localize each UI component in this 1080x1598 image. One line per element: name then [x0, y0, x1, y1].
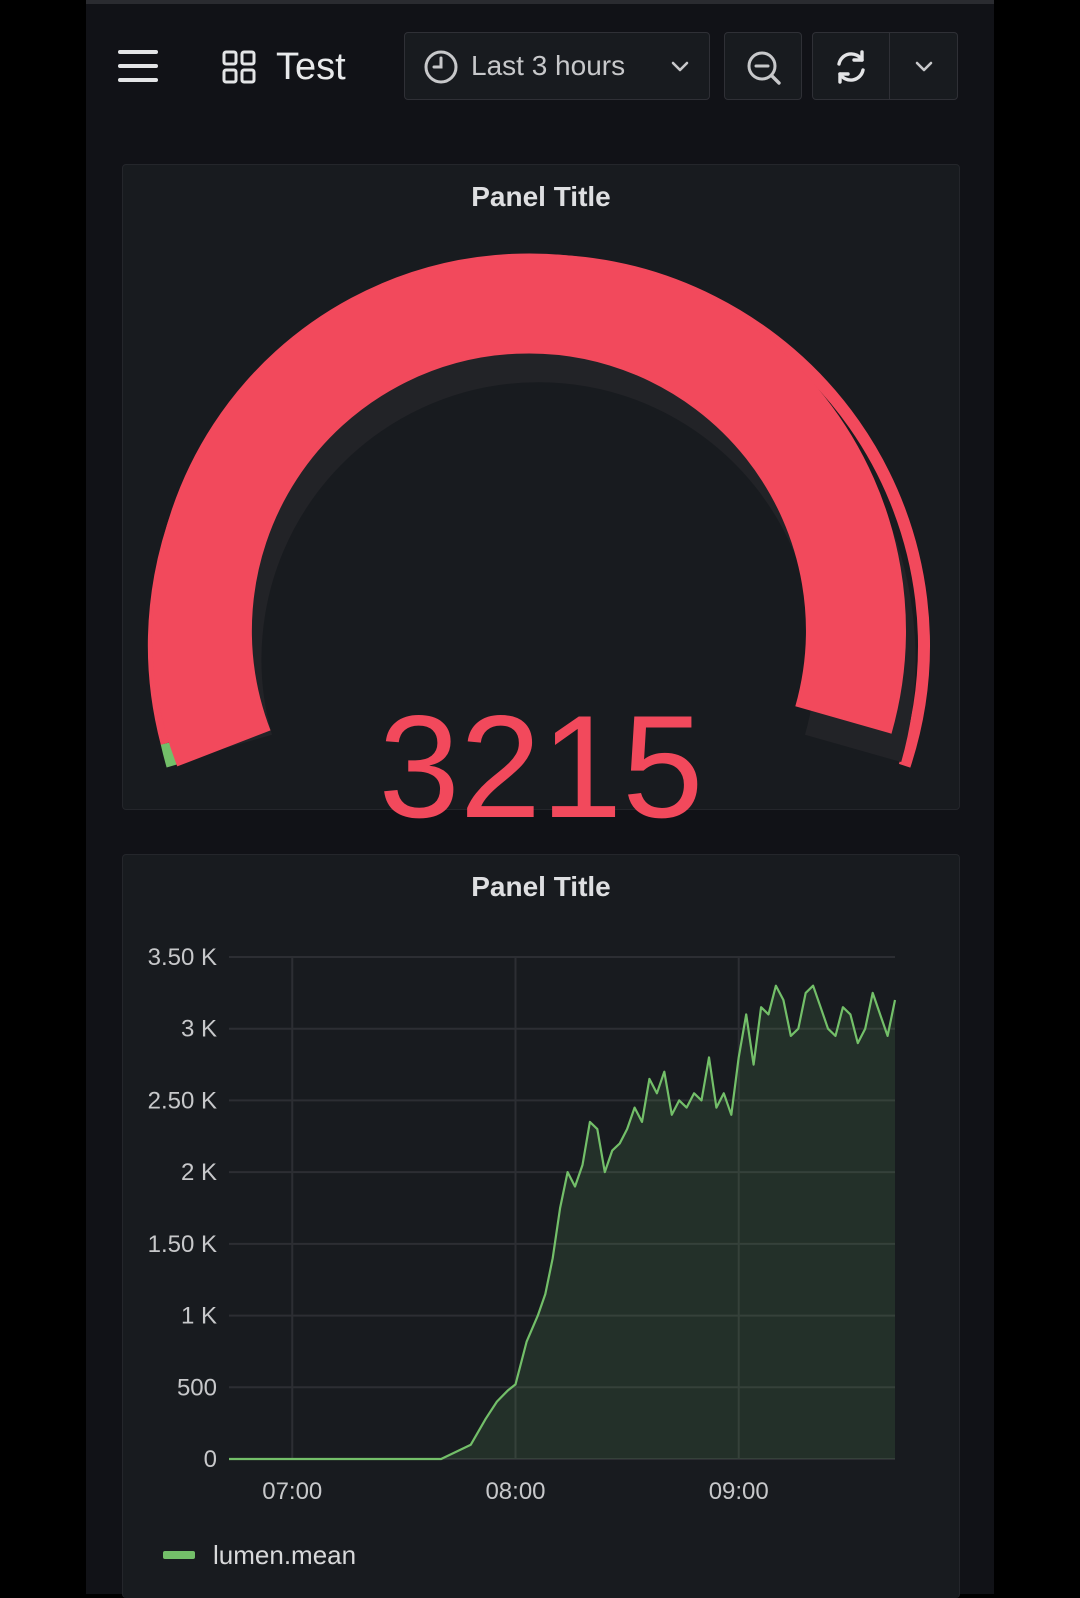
time-range-label: Last 3 hours	[471, 50, 626, 81]
refresh-icon	[837, 50, 865, 84]
y-tick-label: 2.50 K	[148, 1087, 217, 1114]
grid-icon	[222, 50, 256, 84]
panel-title[interactable]: Panel Title	[471, 181, 611, 212]
y-tick-label: 3 K	[181, 1016, 217, 1043]
hamburger-icon-bar	[118, 64, 158, 68]
refresh-interval-dropdown[interactable]	[889, 33, 957, 99]
refresh-button[interactable]	[813, 33, 890, 99]
graph-panel[interactable]: Panel Title 0 500 1 K 1.50 K 2 K 2.50 K 3 K 3.5…	[122, 854, 960, 1598]
time-range-picker[interactable]: Last 3 hours	[404, 32, 710, 100]
dashboard-app: Test Last 3 hours	[86, 0, 994, 1598]
y-tick-label: 1.50 K	[148, 1231, 217, 1258]
chevron-down-icon	[915, 61, 933, 72]
x-tick-label: 07:00	[262, 1478, 322, 1505]
gauge-panel[interactable]: Panel Title 3215	[122, 164, 960, 840]
series-area	[229, 985, 895, 1459]
gauge-chart	[147, 253, 930, 768]
legend-label: lumen.mean	[213, 1540, 357, 1570]
clock-icon	[424, 50, 458, 84]
y-tick-label: 500	[177, 1374, 217, 1401]
series-line	[229, 984, 897, 1461]
gauge-value-arc	[151, 253, 906, 767]
panel-title[interactable]: Panel Title	[471, 871, 611, 902]
hamburger-icon-bar	[118, 78, 158, 82]
x-tick-label: 08:00	[485, 1478, 545, 1505]
chevron-down-icon	[671, 61, 689, 72]
gauge-value: 3215	[378, 685, 704, 848]
legend-swatch	[163, 1551, 195, 1559]
menu-button[interactable]	[114, 48, 162, 84]
zoom-out-button[interactable]	[724, 32, 802, 100]
y-tick-label: 0	[204, 1446, 217, 1473]
x-tick-label: 09:00	[709, 1478, 769, 1505]
hamburger-icon	[118, 50, 158, 54]
zoom-out-icon	[747, 51, 781, 85]
top-navbar: Test Last 3 hours	[86, 4, 994, 124]
time-series-chart[interactable]: 0 500 1 K 1.50 K 2 K 2.50 K 3 K 3.50 K 07:00 08:0…	[123, 855, 959, 1535]
dashboard-title[interactable]: Test	[276, 46, 346, 88]
refresh-picker	[812, 32, 958, 100]
y-tick-label: 3.50 K	[148, 944, 217, 971]
y-tick-label: 2 K	[181, 1159, 217, 1186]
gauge-threshold-green	[160, 741, 179, 768]
y-tick-label: 1 K	[181, 1303, 217, 1330]
